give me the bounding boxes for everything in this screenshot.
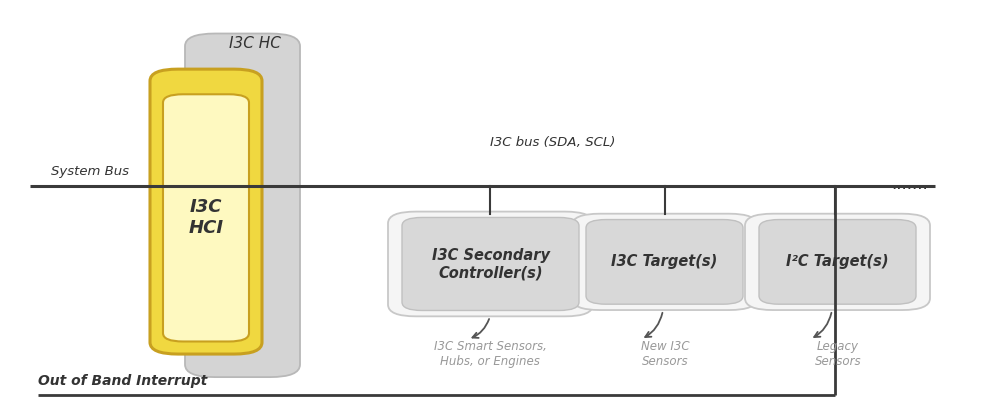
Text: I3C
HCI: I3C HCI	[188, 199, 224, 237]
Text: I3C bus (SDA, SCL): I3C bus (SDA, SCL)	[490, 136, 615, 149]
FancyBboxPatch shape	[759, 220, 916, 304]
Text: I²C Target(s): I²C Target(s)	[786, 254, 889, 269]
FancyBboxPatch shape	[150, 69, 262, 354]
FancyBboxPatch shape	[402, 217, 579, 310]
FancyBboxPatch shape	[586, 220, 743, 304]
Text: I3C Secondary
Controller(s): I3C Secondary Controller(s)	[432, 248, 550, 280]
Text: I3C Target(s): I3C Target(s)	[611, 254, 718, 269]
FancyBboxPatch shape	[572, 214, 757, 310]
Text: System Bus: System Bus	[51, 165, 129, 178]
Text: Legacy
Sensors: Legacy Sensors	[815, 340, 861, 368]
FancyBboxPatch shape	[388, 212, 593, 316]
Text: I3C Smart Sensors,
Hubs, or Engines: I3C Smart Sensors, Hubs, or Engines	[434, 340, 546, 368]
FancyBboxPatch shape	[745, 214, 930, 310]
Text: Out of Band Interrupt: Out of Band Interrupt	[38, 374, 207, 388]
FancyBboxPatch shape	[185, 34, 300, 377]
Text: I3C HC: I3C HC	[229, 36, 280, 52]
Text: .......: .......	[892, 176, 928, 193]
FancyBboxPatch shape	[163, 94, 249, 341]
Text: New I3C
Sensors: New I3C Sensors	[641, 340, 689, 368]
